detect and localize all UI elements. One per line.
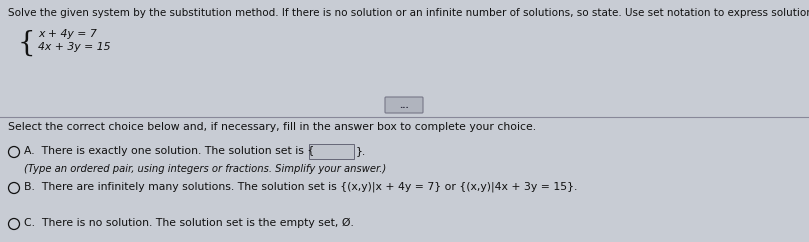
Text: A.  There is exactly one solution. The solution set is {: A. There is exactly one solution. The so… — [24, 146, 315, 156]
Text: (Type an ordered pair, using integers or fractions. Simplify your answer.): (Type an ordered pair, using integers or… — [24, 164, 386, 174]
Text: Select the correct choice below and, if necessary, fill in the answer box to com: Select the correct choice below and, if … — [8, 122, 536, 132]
Text: C.  There is no solution. The solution set is the empty set, Ø.: C. There is no solution. The solution se… — [24, 218, 354, 228]
Text: B.  There are infinitely many solutions. The solution set is {(x,y)|x + 4y = 7} : B. There are infinitely many solutions. … — [24, 182, 578, 192]
Text: {: { — [18, 30, 36, 57]
FancyBboxPatch shape — [385, 97, 423, 113]
Text: }.: }. — [356, 146, 366, 156]
Text: ...: ... — [399, 100, 409, 109]
FancyBboxPatch shape — [310, 144, 354, 159]
Text: 4x + 3y = 15: 4x + 3y = 15 — [38, 42, 111, 52]
Text: x + 4y = 7: x + 4y = 7 — [38, 29, 97, 39]
Text: Solve the given system by the substitution method. If there is no solution or an: Solve the given system by the substituti… — [8, 8, 809, 18]
